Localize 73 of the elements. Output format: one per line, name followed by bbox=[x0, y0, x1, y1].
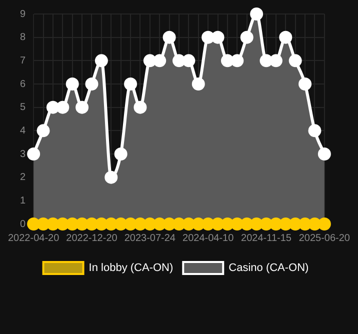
point bbox=[134, 100, 147, 114]
point bbox=[298, 218, 312, 230]
point bbox=[56, 218, 70, 230]
point bbox=[76, 100, 89, 114]
y-tick-label: 9 bbox=[20, 8, 26, 20]
point bbox=[66, 78, 79, 90]
point bbox=[94, 218, 108, 230]
point bbox=[308, 218, 322, 230]
x-tick-label: 2023-07-24 bbox=[124, 232, 176, 244]
point bbox=[124, 78, 138, 90]
point bbox=[240, 218, 254, 230]
point bbox=[124, 218, 138, 230]
point bbox=[298, 78, 312, 90]
point bbox=[202, 218, 215, 230]
y-tick-label: 4 bbox=[20, 125, 26, 136]
point bbox=[104, 218, 118, 230]
point bbox=[288, 54, 302, 68]
x-tick-label: 2022-04-20 bbox=[8, 232, 60, 244]
point bbox=[220, 218, 234, 230]
point bbox=[46, 218, 60, 230]
y-tick-label: 8 bbox=[20, 32, 26, 44]
x-tick-label: 2022-12-20 bbox=[66, 232, 118, 244]
point bbox=[260, 54, 273, 68]
point bbox=[318, 148, 331, 160]
point bbox=[85, 78, 98, 90]
y-tick-label: 5 bbox=[20, 102, 26, 114]
point bbox=[143, 218, 156, 230]
x-tick-label: 2024-04-10 bbox=[182, 232, 234, 244]
point bbox=[172, 218, 186, 230]
point bbox=[162, 30, 176, 44]
point bbox=[94, 54, 108, 68]
point bbox=[279, 218, 292, 230]
point bbox=[104, 170, 118, 184]
point bbox=[308, 124, 322, 138]
point bbox=[27, 218, 40, 230]
point bbox=[114, 218, 128, 230]
point bbox=[318, 218, 331, 230]
point bbox=[56, 100, 70, 114]
x-tick-label: 2025-06-20 bbox=[298, 232, 350, 244]
y-tick-label: 0 bbox=[20, 218, 26, 230]
point bbox=[153, 54, 166, 68]
y-tick-label: 3 bbox=[20, 148, 26, 160]
point bbox=[143, 54, 156, 68]
point bbox=[76, 218, 89, 230]
point bbox=[230, 218, 244, 230]
y-tick-label: 7 bbox=[20, 55, 26, 66]
point bbox=[269, 218, 282, 230]
y-tick-label: 2 bbox=[20, 172, 26, 184]
point bbox=[202, 30, 215, 44]
y-tick-label: 6 bbox=[20, 78, 26, 90]
point bbox=[66, 218, 79, 230]
point bbox=[134, 218, 147, 230]
point bbox=[192, 78, 205, 90]
point bbox=[27, 148, 40, 160]
point bbox=[250, 8, 264, 20]
point bbox=[172, 54, 186, 68]
point bbox=[279, 30, 292, 44]
point bbox=[182, 54, 196, 68]
point bbox=[182, 218, 196, 230]
x-tick-label: 2024-11-15 bbox=[241, 232, 292, 244]
legend-label: In lobby (CA-ON) bbox=[88, 262, 174, 274]
point bbox=[230, 54, 244, 68]
point bbox=[153, 218, 166, 230]
point bbox=[288, 218, 302, 230]
y-tick-label: 1 bbox=[20, 195, 26, 206]
point bbox=[211, 30, 224, 44]
point bbox=[269, 54, 282, 68]
legend-label: Casino (CA-ON) bbox=[228, 262, 309, 274]
point bbox=[192, 218, 205, 230]
point bbox=[240, 30, 254, 44]
point bbox=[114, 148, 128, 160]
point bbox=[250, 218, 264, 230]
point bbox=[36, 124, 50, 138]
